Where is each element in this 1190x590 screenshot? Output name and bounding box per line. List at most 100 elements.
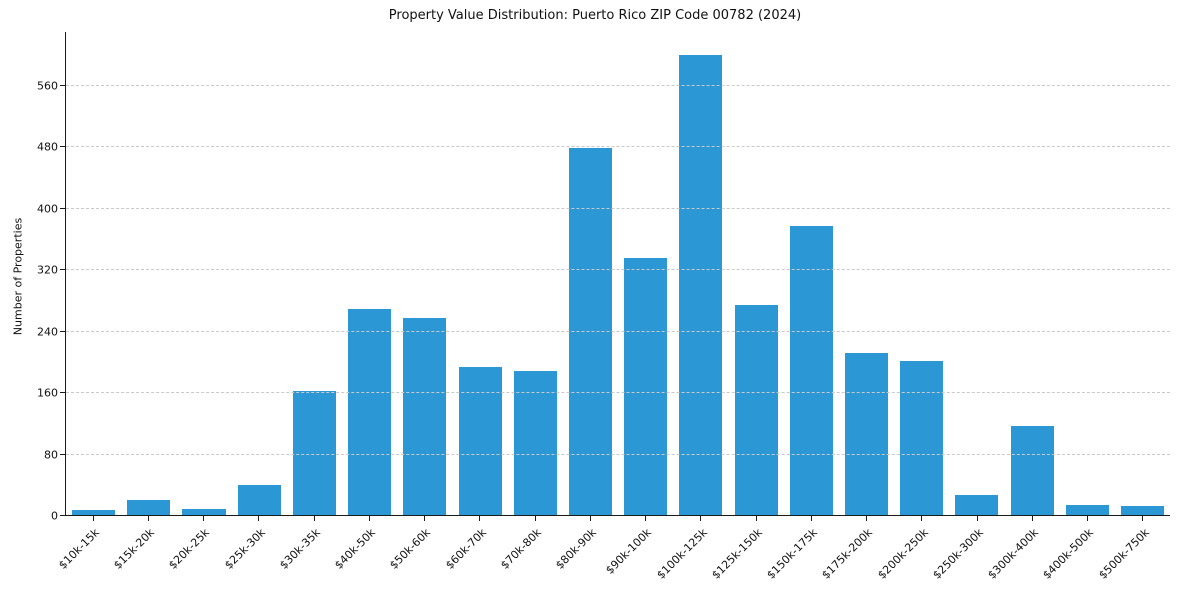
x-tick [203,516,205,521]
y-tick [60,392,66,394]
plot-area [60,32,1170,516]
bar-$60k-70k [458,366,502,516]
bar-$90k-100k [624,257,668,516]
bar-slot [839,32,894,516]
y-tick [60,146,66,148]
bar-slot [618,32,673,516]
y-tick-label: 80 [44,448,58,462]
gridline [66,207,1170,209]
y-tick-label: 320 [37,263,58,277]
bar-$300k-400k [1010,426,1054,516]
bar-$30k-35k [292,390,336,516]
x-label-slot: $100k-125k [654,516,728,586]
x-label-slot: $80k-90k [553,516,617,586]
bar-$40k-50k [348,308,392,516]
x-tick [92,516,94,521]
bar-$200k-250k [900,360,944,516]
x-label-slot: $50k-60k [388,516,452,586]
gridline [66,146,1170,148]
x-label-slot: $250k-300k [930,516,1004,586]
chart-title: Property Value Distribution: Puerto Rico… [388,8,802,23]
x-label-slot: $400k-500k [1041,516,1115,586]
y-tick-label: 160 [37,386,58,400]
x-tick [700,516,702,521]
y-tick [60,330,66,332]
bar-$70k-80k [513,370,557,516]
bar-slot [66,32,121,516]
x-label-slot: $60k-70k [443,516,507,586]
x-label-slot: $125k-150k [709,516,783,586]
x-label-slot: $25k-30k [222,516,286,586]
bar-slot [176,32,231,516]
y-tick-label: 560 [37,79,58,93]
x-tick [866,516,868,521]
bar-$125k-150k [734,304,778,516]
bar-slot [121,32,176,516]
y-tick [60,84,66,86]
x-tick [755,516,757,521]
x-label-slot: $30k-35k [277,516,341,586]
gridline [66,392,1170,394]
bar-$20k-25k [182,509,226,516]
x-label-slot: $10k-15k [56,516,120,586]
gridline [66,84,1170,86]
y-tick-label: 400 [37,202,58,216]
bar-slot [342,32,397,516]
x-label-slot: $300k-400k [985,516,1059,586]
y-tick [60,453,66,455]
x-label-slot: $70k-80k [498,516,562,586]
bar-slot [397,32,452,516]
x-tick [976,516,978,521]
x-label-slot: $500k-750k [1096,516,1170,586]
x-tick [1142,516,1144,521]
y-tick-label: 240 [37,325,58,339]
x-tick [258,516,260,521]
y-tick-label: 0 [51,509,58,523]
bar-slot [287,32,342,516]
bar-slot [894,32,949,516]
bar-slot [508,32,563,516]
bar-slot [728,32,783,516]
y-tick [60,515,66,516]
bar-$50k-60k [403,317,447,516]
gridline [66,269,1170,271]
y-tick-label: 480 [37,140,58,154]
x-axis-labels: $10k-15k $15k-20k $20k-25k $25k-30k $30k-35k… [56,516,1170,586]
x-tick [534,516,536,521]
bar-slot [949,32,1004,516]
bar-$25k-30k [237,485,281,516]
bar-$15k-20k [127,499,171,516]
x-tick [147,516,149,521]
bar-slot [232,32,287,516]
x-label-slot: $200k-250k [875,516,949,586]
x-tick [313,516,315,521]
x-tick [424,516,426,521]
x-label-slot: $20k-25k [167,516,231,586]
x-label-slot: $40k-50k [332,516,396,586]
gridline [66,330,1170,332]
bar-slot [1115,32,1170,516]
bar-slot [784,32,839,516]
x-axis-line [66,515,1170,516]
bar-slot [563,32,618,516]
x-tick [589,516,591,521]
bar-slot [1060,32,1115,516]
x-tick [1031,516,1033,521]
x-label-slot: $90k-100k [604,516,673,586]
bars-container [66,32,1170,516]
x-tick [921,516,923,521]
bar-$250k-300k [955,495,999,516]
x-label-slot: $175k-200k [820,516,894,586]
bar-$400k-500k [1065,505,1109,516]
x-tick-label: $10k-15k [56,526,102,572]
x-label-slot: $15k-20k [111,516,175,586]
bar-slot [452,32,507,516]
bar-$80k-90k [568,148,612,516]
bar-$10k-15k [72,509,116,516]
bar-$100k-125k [679,55,723,516]
y-tick [60,269,66,271]
bar-slot [1004,32,1059,516]
x-label-slot: $150k-175k [764,516,838,586]
gridline [66,453,1170,455]
